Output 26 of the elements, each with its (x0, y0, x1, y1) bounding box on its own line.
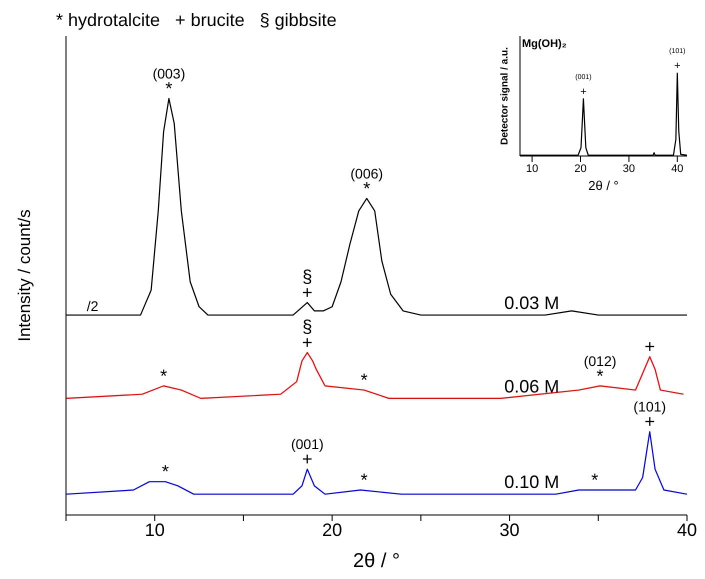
annotation: * (591, 470, 598, 490)
x-axis-title: 2θ / ° (353, 550, 400, 572)
series-label: 0.03 M (504, 293, 560, 314)
x-tick-label: 20 (574, 162, 587, 175)
x-tick-label: 20 (322, 520, 342, 540)
x-tick-label: 10 (144, 520, 165, 540)
series-label: 0.10 M (504, 472, 560, 492)
annotation: * (160, 366, 168, 386)
annotation: * (360, 470, 368, 490)
x-tick-label: 10 (526, 162, 538, 175)
y-axis-title: Detector signal / a.u. (500, 46, 511, 145)
chart-title: * hydrotalcite + brucite § gibbsite (56, 10, 337, 31)
x-tick-label: 40 (671, 162, 684, 175)
annotation: /2 (86, 298, 99, 314)
x-tick-label: 30 (500, 520, 520, 540)
x-tick-label: 30 (622, 162, 636, 175)
x-tick-label: 40 (676, 520, 698, 540)
annotation: * (360, 370, 368, 390)
series-label: 0.06 M (504, 376, 560, 396)
chart-title: Mg(OH)₂ (522, 38, 567, 50)
annotation: * (162, 462, 169, 482)
y-axis-title: Intensity / count/s (15, 209, 34, 342)
x-axis-title: 2θ / ° (588, 178, 619, 193)
annotation: + (674, 60, 681, 72)
annotation: + (644, 336, 655, 357)
annotation: + (580, 86, 587, 98)
